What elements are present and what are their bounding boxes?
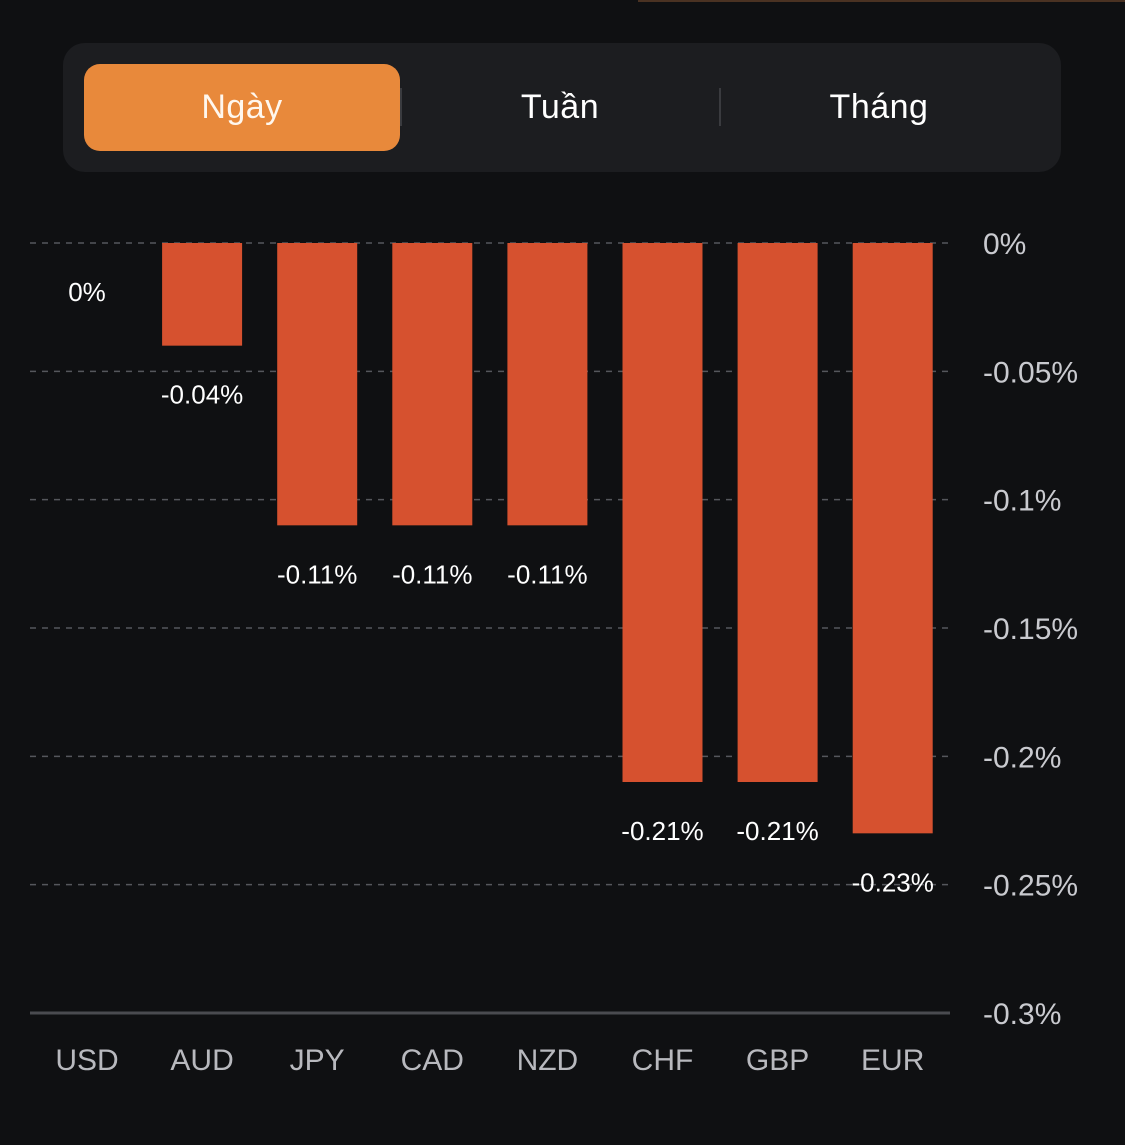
x-tick-label: CAD [401,1044,464,1077]
bar-gbp[interactable] [737,243,818,782]
value-label: 0% [68,277,106,307]
tab-week[interactable]: Tuần [520,88,600,126]
gridlines [30,242,950,1015]
y-tick-label: 0% [983,228,1026,261]
bar-cad[interactable] [392,243,473,526]
x-tick-label: GBP [746,1044,809,1077]
tab-divider [719,88,721,126]
x-axis: USD AUD JPY CAD NZD CHF GBP EUR [55,1044,924,1077]
x-tick-label: USD [55,1044,118,1077]
bars [162,243,933,834]
y-axis: 0% -0.05% -0.1% -0.15% -0.2% -0.25% -0.3% [983,228,1078,1031]
x-tick-label: AUD [170,1044,233,1077]
bar-eur[interactable] [852,243,933,834]
tab-day[interactable]: Ngày [84,64,400,151]
value-label: -0.21% [621,816,703,846]
value-label: -0.11% [392,559,472,589]
value-label: -0.11% [507,559,587,589]
value-label: -0.04% [161,380,243,410]
value-label: -0.21% [736,816,818,846]
x-tick-label: EUR [861,1044,924,1077]
y-tick-label: -0.25% [983,870,1078,903]
bar-aud[interactable] [162,243,243,346]
bar-chf[interactable] [622,243,703,782]
y-tick-label: -0.2% [983,741,1061,774]
y-tick-label: -0.05% [983,356,1078,389]
x-tick-label: NZD [517,1044,579,1077]
y-tick-label: -0.1% [983,485,1061,518]
bar-jpy[interactable] [277,243,358,526]
value-label: -0.23% [852,867,934,897]
x-tick-label: CHF [632,1044,694,1077]
period-segmented-control: Ngày Tuần Tháng [63,43,1061,172]
tab-month[interactable]: Tháng [829,88,929,126]
y-tick-label: -0.15% [983,613,1078,646]
y-tick-label: -0.3% [983,998,1061,1031]
bar-nzd[interactable] [507,243,588,526]
tab-divider [400,88,402,126]
top-accent-bar [638,0,1125,2]
value-label: -0.11% [277,559,357,589]
x-tick-label: JPY [290,1044,345,1077]
value-labels: 0% -0.04% -0.11% -0.11% -0.11% -0.21% -0.21% -0… [68,277,934,897]
